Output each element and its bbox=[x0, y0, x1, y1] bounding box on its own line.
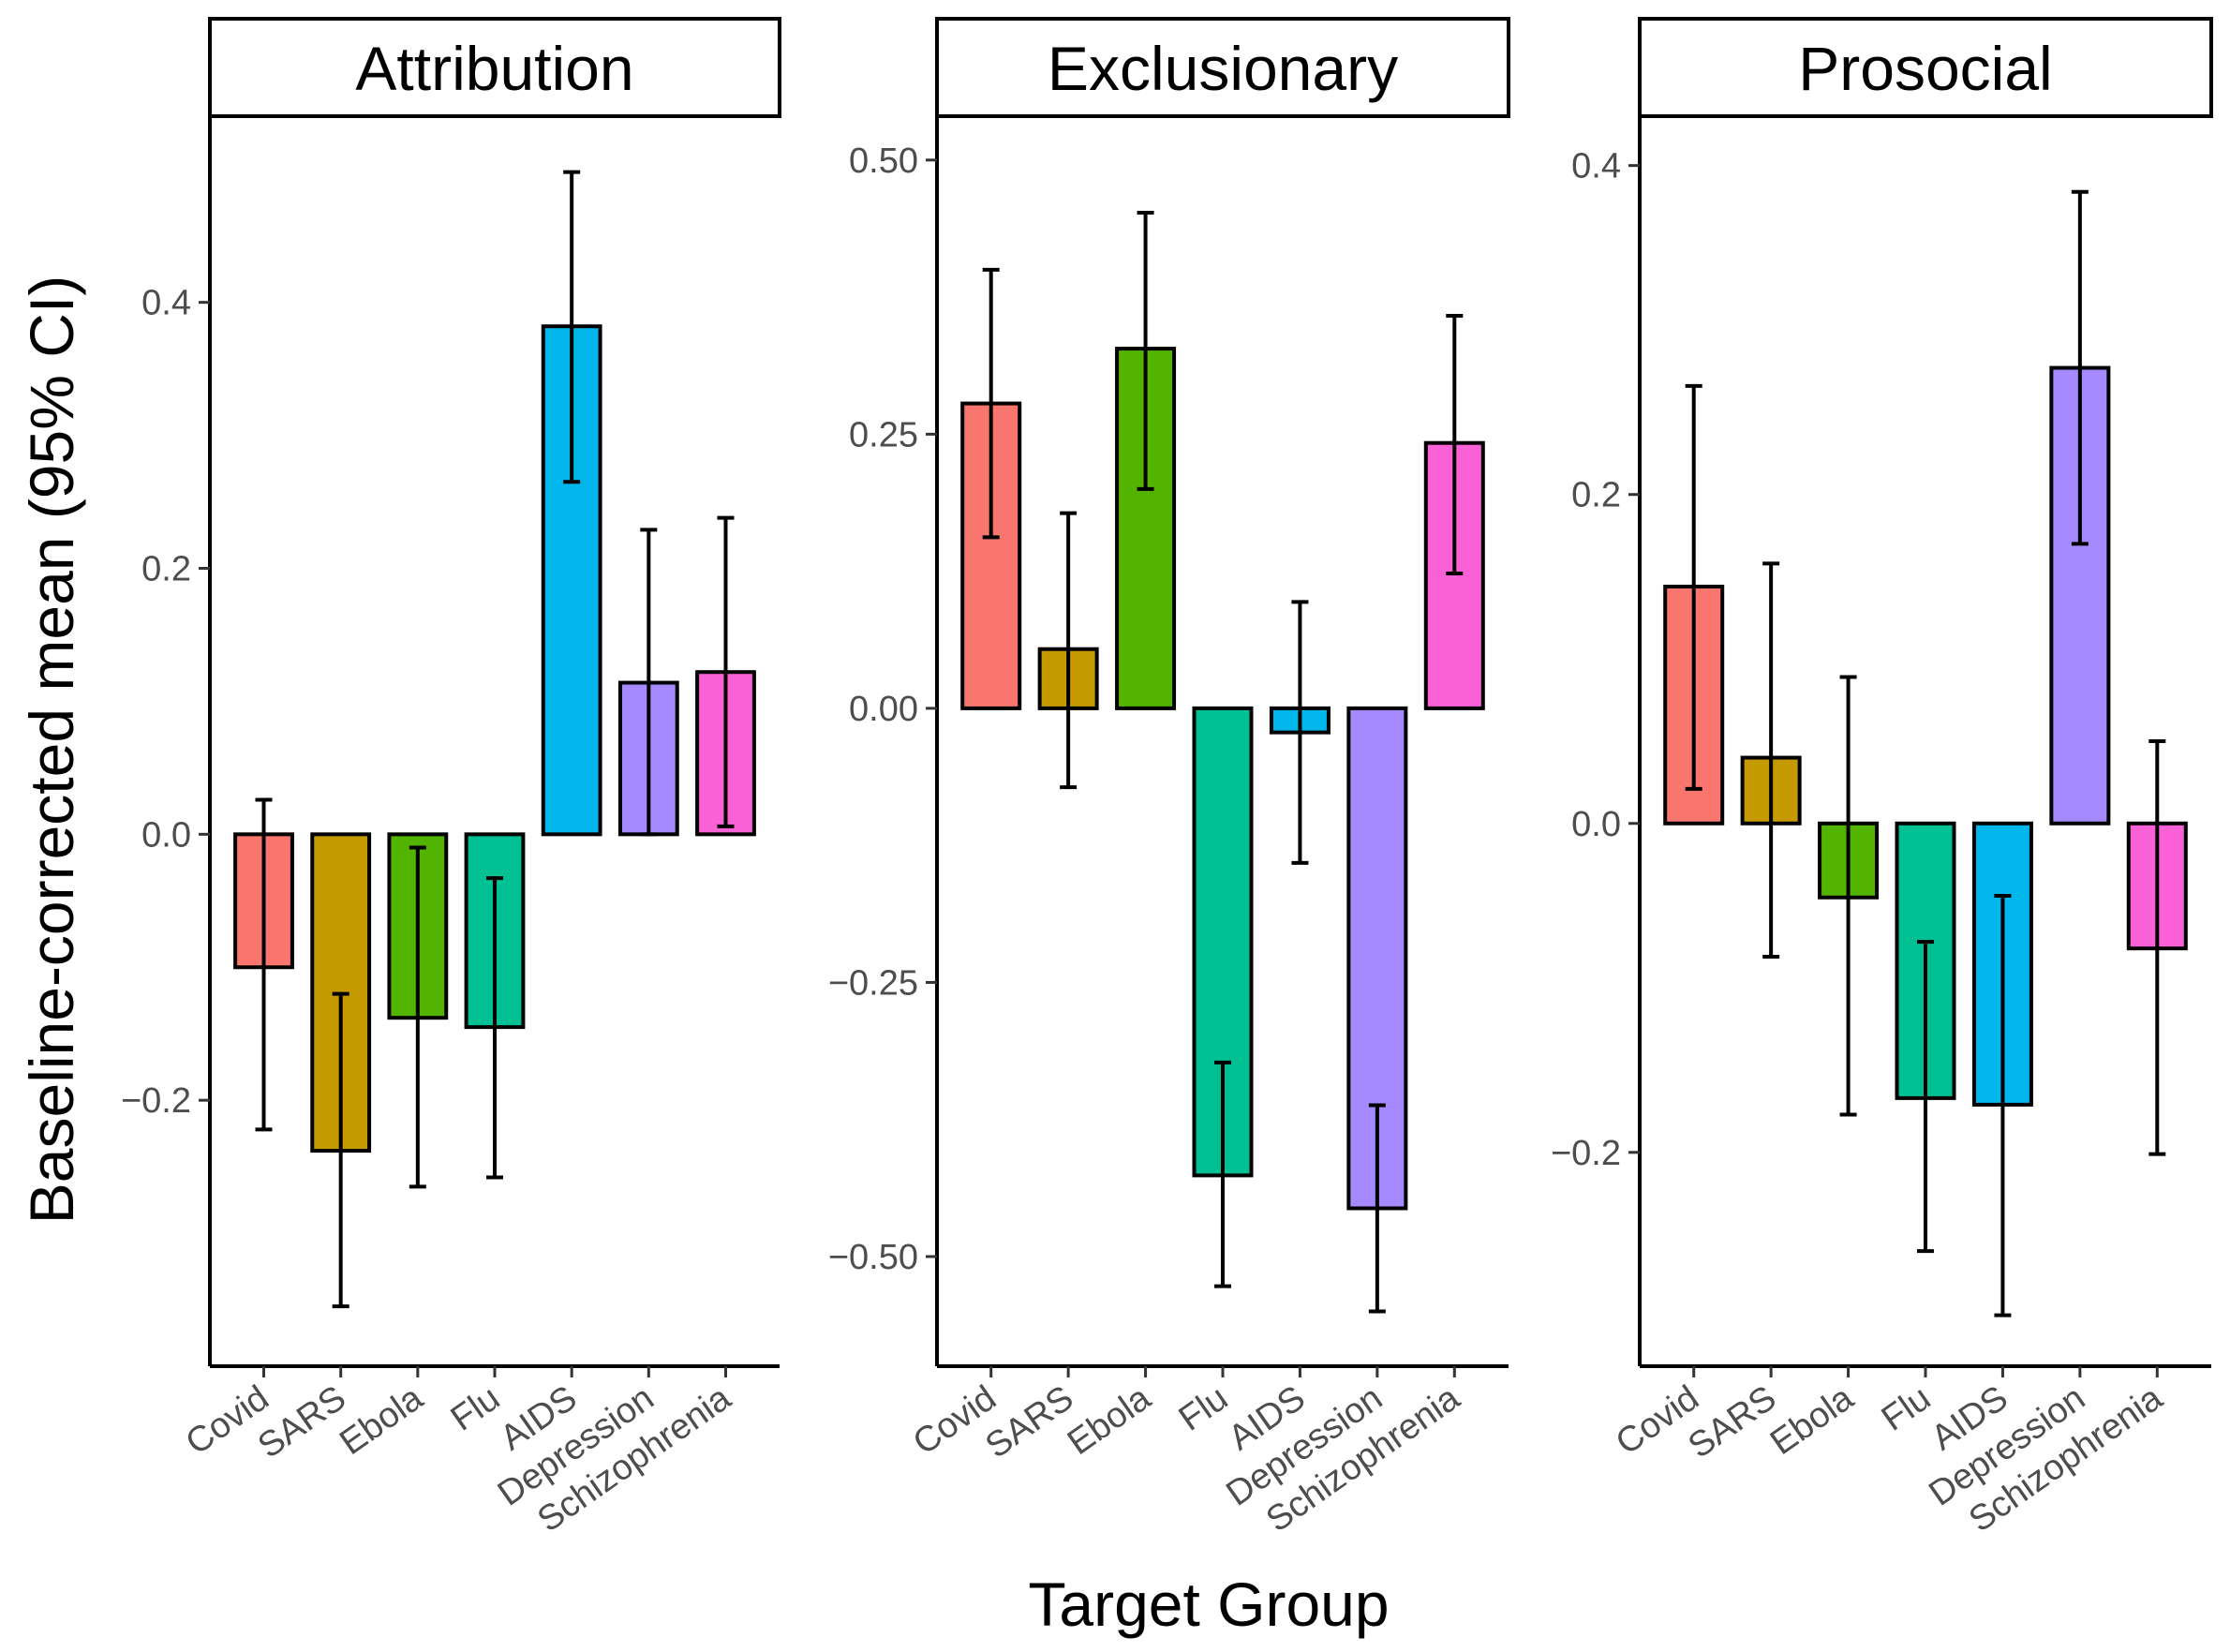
bar-depression bbox=[1346, 706, 1408, 1211]
y-tick-label: −0.2 bbox=[1551, 1134, 1621, 1173]
y-tick-label: 0.25 bbox=[849, 415, 918, 454]
x-tick-label-sars: SARS bbox=[978, 1378, 1080, 1466]
panel-title: Exclusionary bbox=[1048, 34, 1398, 103]
panel-title: Attribution bbox=[355, 34, 633, 103]
y-tick-label: −0.25 bbox=[828, 963, 918, 1003]
y-tick-label: −0.2 bbox=[121, 1081, 191, 1121]
panel-strip bbox=[208, 17, 781, 118]
y-tick-label: 0.0 bbox=[141, 815, 191, 855]
y-tick-label: 0.2 bbox=[1571, 476, 1621, 515]
panel-title: Prosocial bbox=[1798, 34, 2052, 103]
y-tick-label: 0.2 bbox=[141, 550, 191, 589]
y-tick-label: 0.00 bbox=[849, 690, 918, 729]
y-tick-label: 0.0 bbox=[1571, 805, 1621, 844]
x-tick-label-ebola: Ebola bbox=[1763, 1377, 1861, 1463]
x-tick-label-ebola: Ebola bbox=[1061, 1377, 1158, 1463]
panel-strip bbox=[935, 17, 1510, 118]
y-tick-label: −0.50 bbox=[828, 1238, 918, 1277]
x-tick-label-sars: SARS bbox=[1681, 1378, 1783, 1466]
y-tick-label: 0.4 bbox=[141, 284, 191, 323]
y-tick-label: 0.50 bbox=[849, 141, 918, 181]
x-axis-title: Target Group bbox=[1028, 1570, 1389, 1639]
y-tick-label: 0.4 bbox=[1571, 147, 1621, 186]
y-axis-title: Baseline-corrected mean (95% CI) bbox=[17, 275, 86, 1224]
x-tick-label-ebola: Ebola bbox=[333, 1377, 430, 1463]
x-tick-label-sars: SARS bbox=[251, 1378, 353, 1466]
panel-strip bbox=[1638, 17, 2213, 118]
panel-exclusionary: Exclusionary−0.50−0.250.000.250.50CovidS… bbox=[828, 17, 1510, 1540]
